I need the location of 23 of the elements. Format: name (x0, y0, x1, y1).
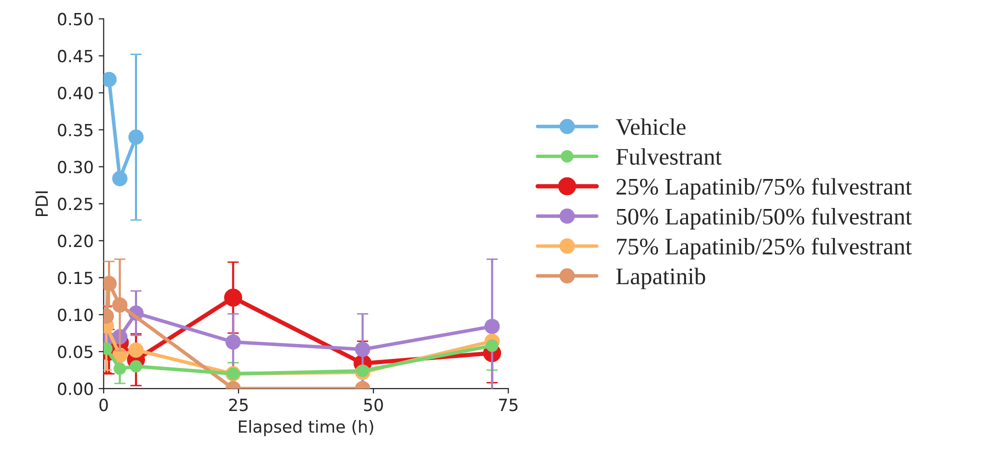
legend-label: 75% Lapatinib/25% fulvestrant (617, 238, 912, 260)
x-tick-label: 0 (99, 398, 108, 412)
y-tick-label: 0.10 (58, 308, 93, 322)
y-tick-label: 0.35 (58, 124, 92, 136)
y-tick-label: 0.05 (58, 346, 92, 358)
y-axis-title: PDI (36, 191, 48, 216)
legend-label: 25% Lapatinib/75% fulvestrant (616, 178, 912, 200)
y-tick-label: 0.45 (58, 50, 92, 62)
y-tick-label: 0.40 (58, 86, 93, 100)
y-tick-label: 0.20 (58, 234, 93, 248)
y-tick-label: 0.00 (58, 382, 93, 396)
legend-label: 50% Lapatinib/50% fulvestrant (616, 208, 912, 230)
x-tick-label: 75 (499, 398, 518, 412)
x-tick-label: 25 (229, 398, 248, 412)
legend-label: Fulvestrant (616, 148, 722, 165)
y-tick-label: 0.15 (58, 272, 92, 284)
legend-label: Vehicle (616, 118, 686, 136)
x-axis-title: Elapsed time (h) (238, 420, 374, 436)
legend-label: Lapatinib (616, 268, 706, 290)
x-tick-label: 50 (364, 398, 383, 412)
y-tick-label: 0.25 (58, 198, 92, 210)
y-tick-label: 0.30 (58, 160, 93, 174)
y-tick-label: 0.50 (58, 12, 93, 26)
